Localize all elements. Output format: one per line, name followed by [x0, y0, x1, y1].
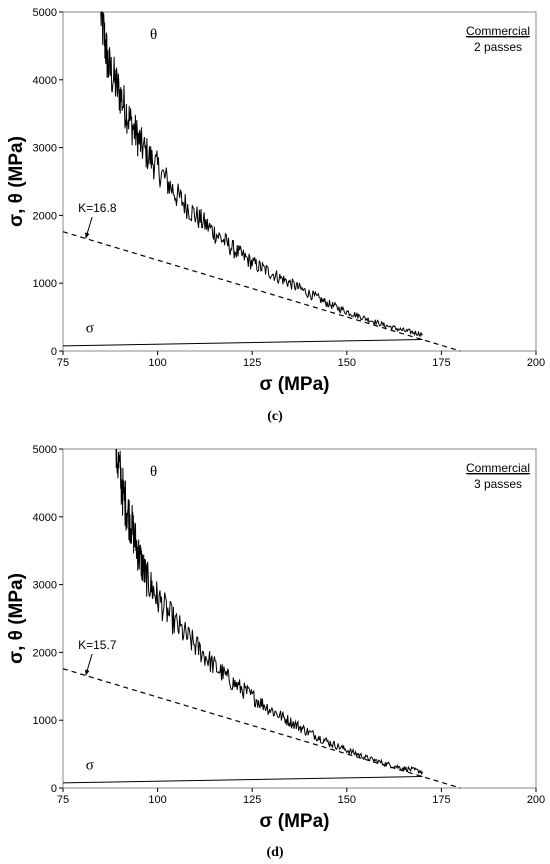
y-axis-label: σ, θ (MPa)	[6, 573, 27, 664]
x-tick-label: 125	[243, 357, 261, 369]
series-label: σ	[86, 321, 94, 337]
y-tick-label: 4000	[33, 75, 57, 87]
y-tick-label: 2000	[33, 647, 57, 659]
series-tangent-line	[62, 231, 461, 352]
subfigure-label: (d)	[266, 845, 283, 860]
y-tick-label: 5000	[33, 7, 57, 19]
subfigure-label: (c)	[267, 409, 283, 424]
legend-subtitle: 2 passes	[474, 40, 522, 54]
y-axis-label: σ, θ (MPa)	[6, 136, 27, 227]
y-tick-label: 2000	[33, 210, 57, 222]
x-tick-label: 125	[243, 794, 261, 806]
x-tick-label: 100	[148, 357, 166, 369]
y-tick-label: 1000	[33, 278, 57, 290]
x-tick-label: 200	[527, 357, 545, 369]
y-tick-label: 1000	[33, 715, 57, 727]
x-tick-label: 200	[527, 794, 545, 806]
x-tick-label: 100	[148, 794, 166, 806]
y-tick-label: 3000	[33, 143, 57, 155]
chart-panel-1: 0 1000 2000 3000 4000 5000 75 100 125 150 175 200 σ …	[6, 7, 545, 424]
chart-panel-2: 0 1000 2000 3000 4000 5000 75 100 125 150 175 200 σ …	[6, 444, 545, 860]
y-tick-label: 0	[51, 346, 57, 358]
x-tick-label: 150	[338, 357, 356, 369]
arrow-head	[85, 669, 90, 676]
x-tick-label: 175	[432, 794, 450, 806]
series-theta-line	[115, 448, 423, 776]
series-label: σ	[86, 758, 94, 774]
arrow-head	[85, 232, 90, 239]
plot-frame	[62, 448, 537, 789]
y-tick-label: 4000	[33, 512, 57, 524]
x-tick-label: 75	[57, 357, 69, 369]
y-tick-label: 5000	[33, 444, 57, 456]
plot-frame	[62, 11, 537, 352]
k-annotation: K=16.8	[78, 201, 117, 215]
series-label: θ	[150, 464, 157, 480]
series-sigma-line	[62, 776, 423, 784]
legend-title: Commercial	[466, 24, 530, 38]
series-label: θ	[150, 27, 157, 43]
k-annotation: K=15.7	[78, 638, 117, 652]
x-tick-label: 75	[57, 794, 69, 806]
x-axis-label: σ (MPa)	[260, 811, 330, 832]
series-theta-line	[100, 11, 423, 338]
y-tick-label: 3000	[33, 580, 57, 592]
x-tick-label: 150	[338, 794, 356, 806]
series-sigma-line	[62, 339, 423, 347]
x-axis-label: σ (MPa)	[260, 374, 330, 395]
series-tangent-line	[62, 668, 461, 789]
x-tick-label: 175	[432, 357, 450, 369]
legend-subtitle: 3 passes	[474, 477, 522, 491]
legend-title: Commercial	[466, 461, 530, 475]
y-tick-label: 0	[51, 783, 57, 795]
